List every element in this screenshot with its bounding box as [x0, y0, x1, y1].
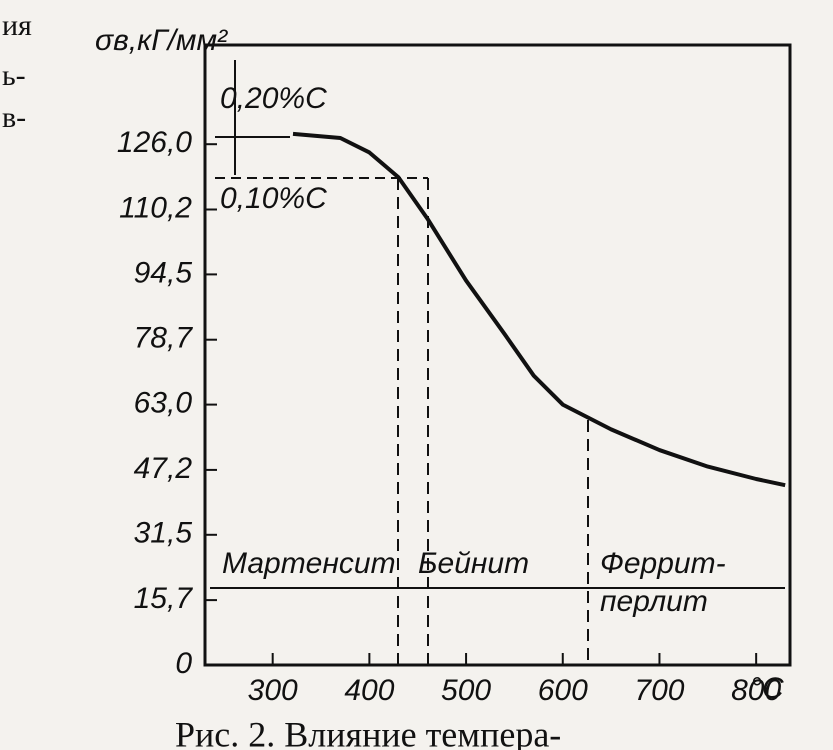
y-tick-label: 78,7 [134, 322, 194, 355]
y-tick-label: 126,0 [117, 126, 192, 159]
margin-text: ь- [2, 59, 26, 92]
y-tick-label: 94,5 [134, 256, 193, 289]
margin-text: в- [2, 101, 26, 134]
x-tick-label: 300 [248, 674, 298, 707]
margin-text: ия [2, 9, 32, 42]
x-tick-label: 600 [538, 674, 588, 707]
plot-frame [203, 43, 792, 667]
annotation: перлит [600, 585, 708, 618]
x-tick-label: 500 [441, 674, 491, 707]
annotation: Феррит- [600, 547, 726, 580]
x-unit-label: °C [750, 672, 784, 705]
annotation: Бейнит [418, 547, 529, 580]
y-tick-label: 15,7 [134, 582, 194, 615]
y-tick-label: 110,2 [119, 191, 192, 224]
data-line [292, 131, 786, 488]
x-tick-label: 800 [731, 674, 781, 707]
y-tick-label: 63,0 [134, 387, 193, 420]
y-tick-label: 47,2 [134, 452, 193, 485]
annotation: 0,20%C [220, 82, 327, 115]
annotation: Мартенсит [222, 547, 396, 580]
x-tick-label: 400 [344, 674, 394, 707]
caption: Рис. 2. Влияние темпера- [175, 714, 561, 750]
y-tick-label: 31,5 [134, 517, 193, 550]
x-tick-label: 700 [634, 674, 684, 707]
y-axis-label: σв,кГ/мм² [95, 24, 228, 57]
annotation: 0,10%C [220, 182, 327, 215]
y-tick-label: 0 [175, 647, 192, 680]
